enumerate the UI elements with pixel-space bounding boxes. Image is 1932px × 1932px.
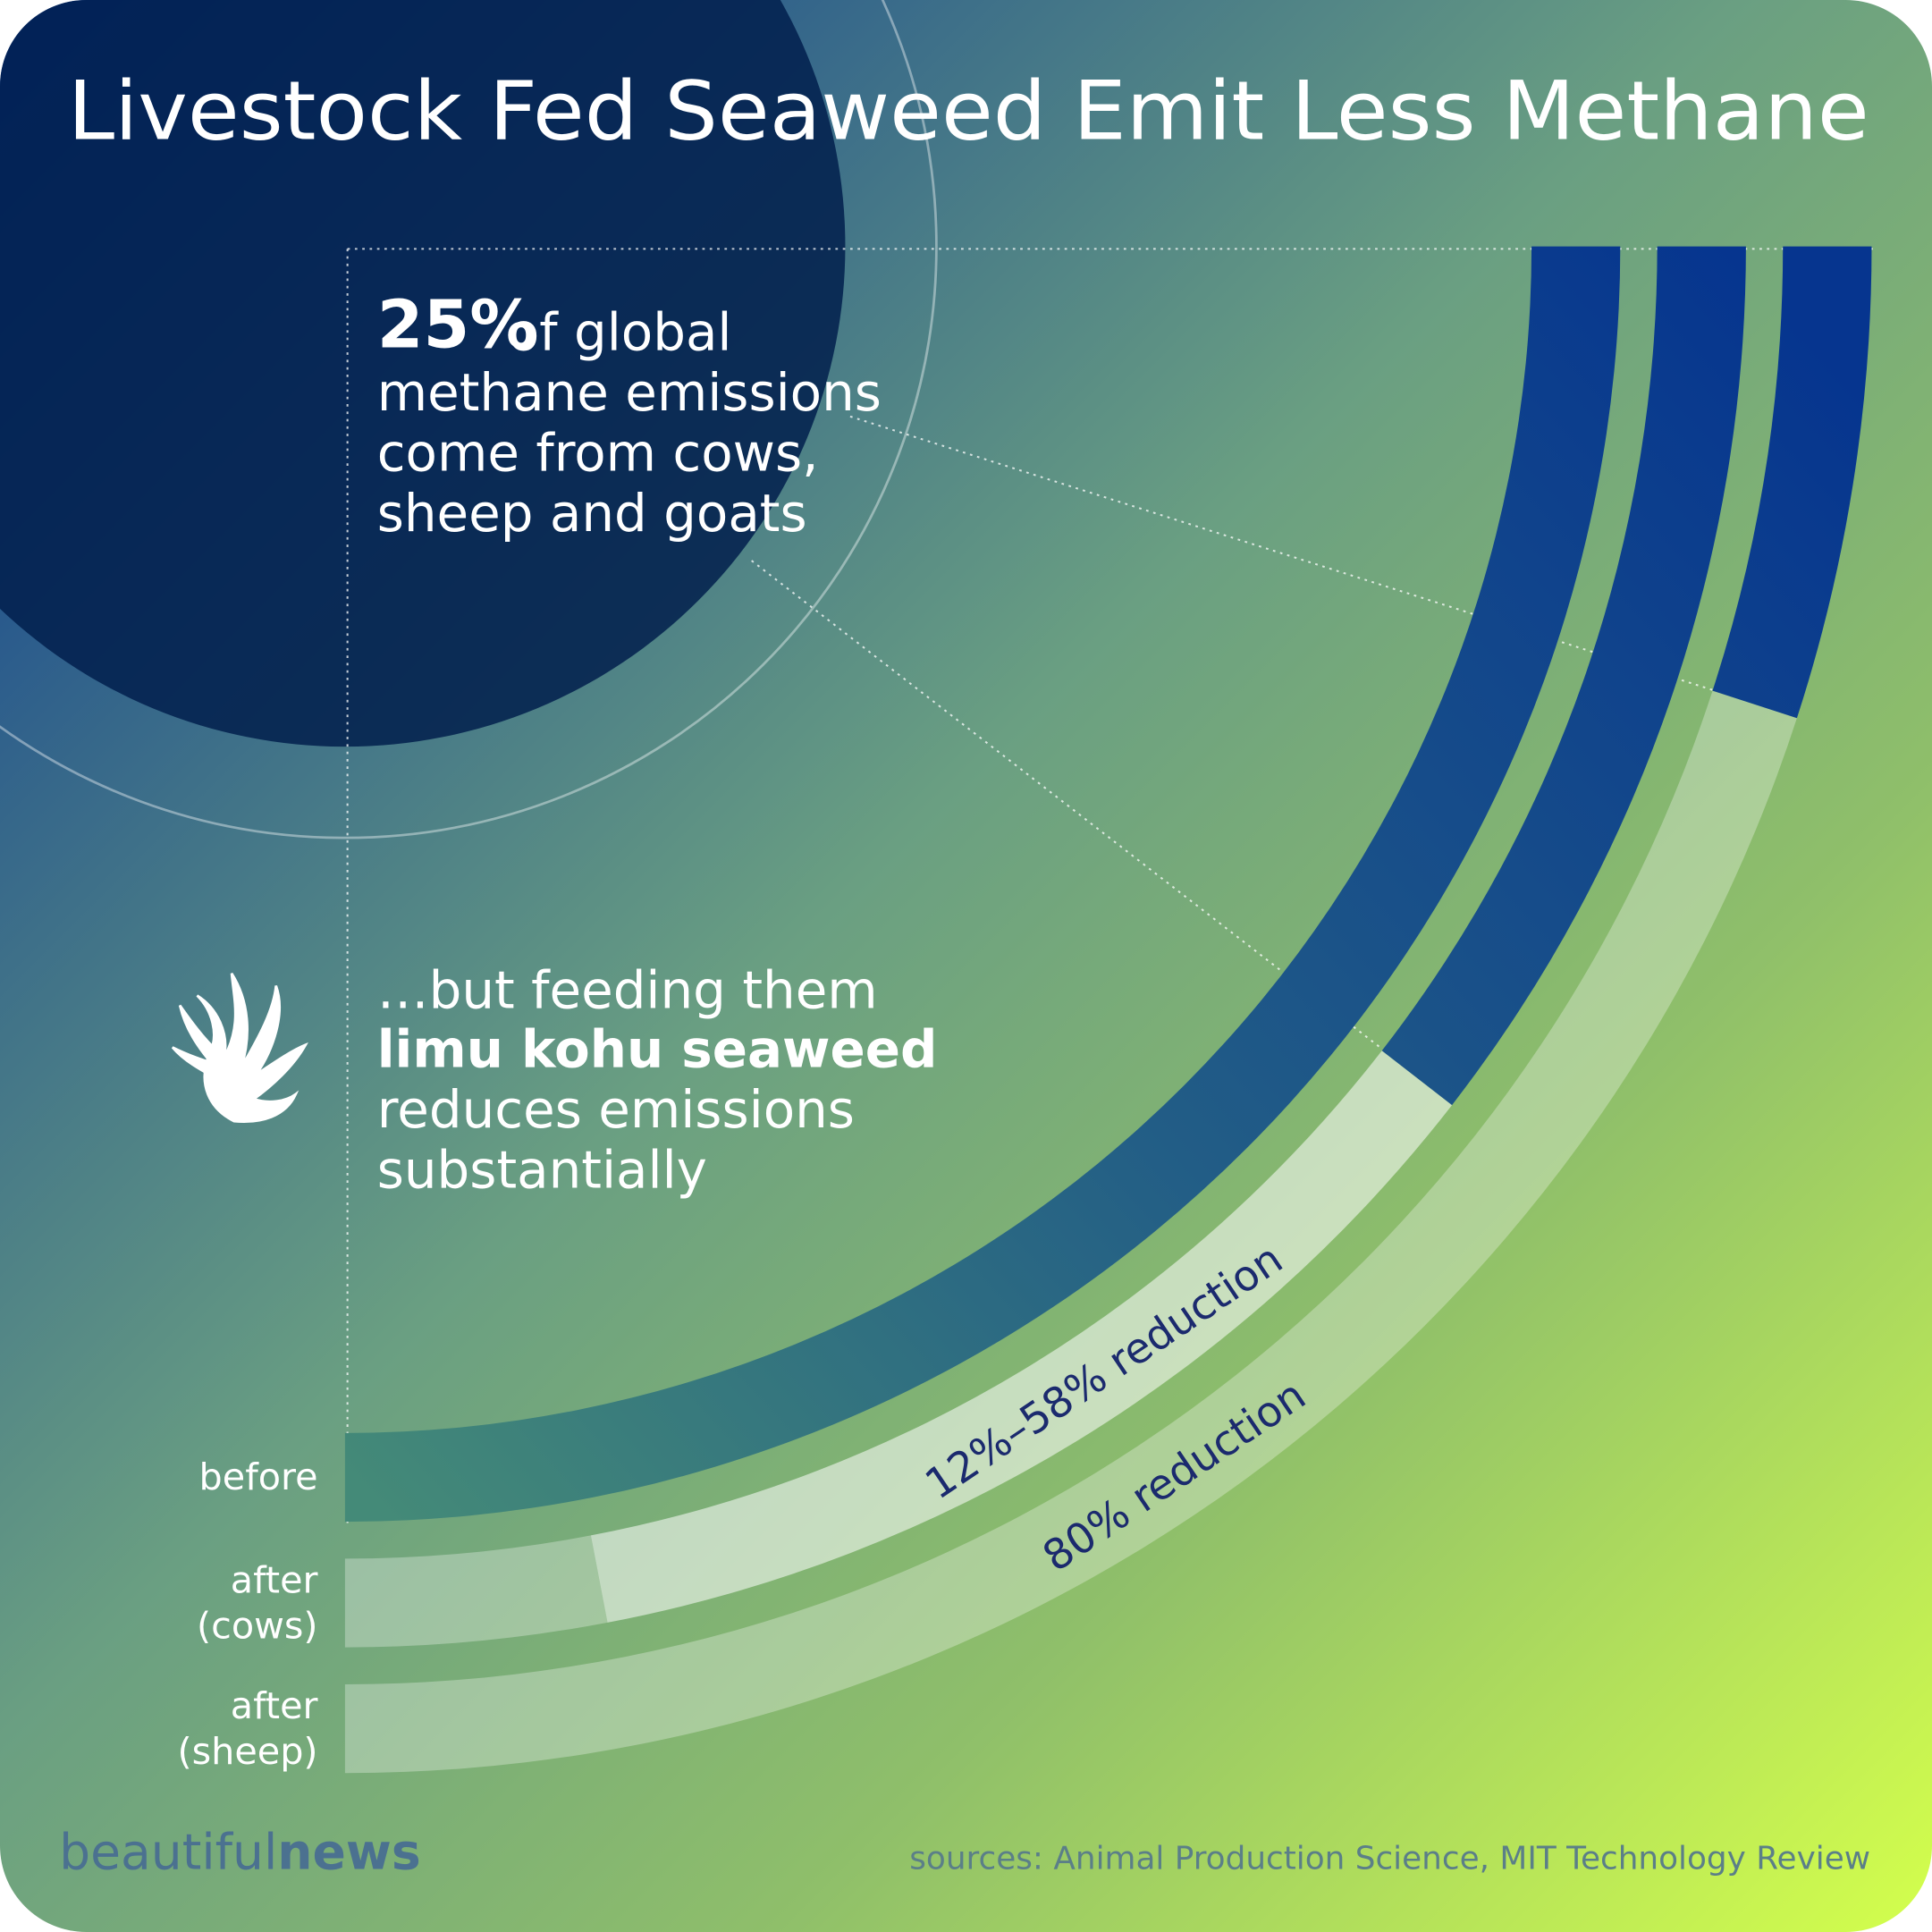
ring [0,0,938,839]
intro-stat: 25% [377,286,536,364]
brand-part: news [277,1824,420,1881]
finding-line: reduces emissions [377,1079,855,1140]
brand-part: beautiful [59,1824,277,1881]
reduction-range-arc [590,1050,1453,1623]
remaining-arc [344,246,1621,1523]
category-label: after [231,1684,318,1727]
remaining-arc [1381,246,1746,1106]
chart-title: Livestock Fed Seaweed Emit Less Methane [68,65,1869,159]
intro-line: sheep and goats [377,483,807,544]
seaweed-icon [171,973,308,1124]
category-label: before [199,1455,318,1498]
guide-line [849,415,1713,691]
reduction-arc [344,690,1797,1774]
category-label: after [231,1558,318,1601]
finding-line: limu kohu seaweed [377,1019,938,1080]
finding-line: …but feeding them [377,959,878,1020]
intro-line: of global [508,301,732,362]
sources: sources: Animal Production Science, MIT … [909,1841,1870,1877]
intro-line: come from cows, [377,422,819,483]
guides [346,248,1873,1523]
category-label: (sheep) [178,1730,318,1773]
brand: beautifulnews [59,1824,420,1881]
highlight-circle [0,0,846,747]
finding-line: substantially [377,1140,707,1201]
intro: 25% of global methane emissions come fro… [377,286,882,544]
finding: …but feeding them limu kohu seaweed redu… [377,959,938,1200]
category-label: (cows) [197,1604,318,1647]
intro-line: methane emissions [377,362,882,423]
reduction-arc [344,1535,608,1648]
remaining-arc [1712,246,1872,719]
